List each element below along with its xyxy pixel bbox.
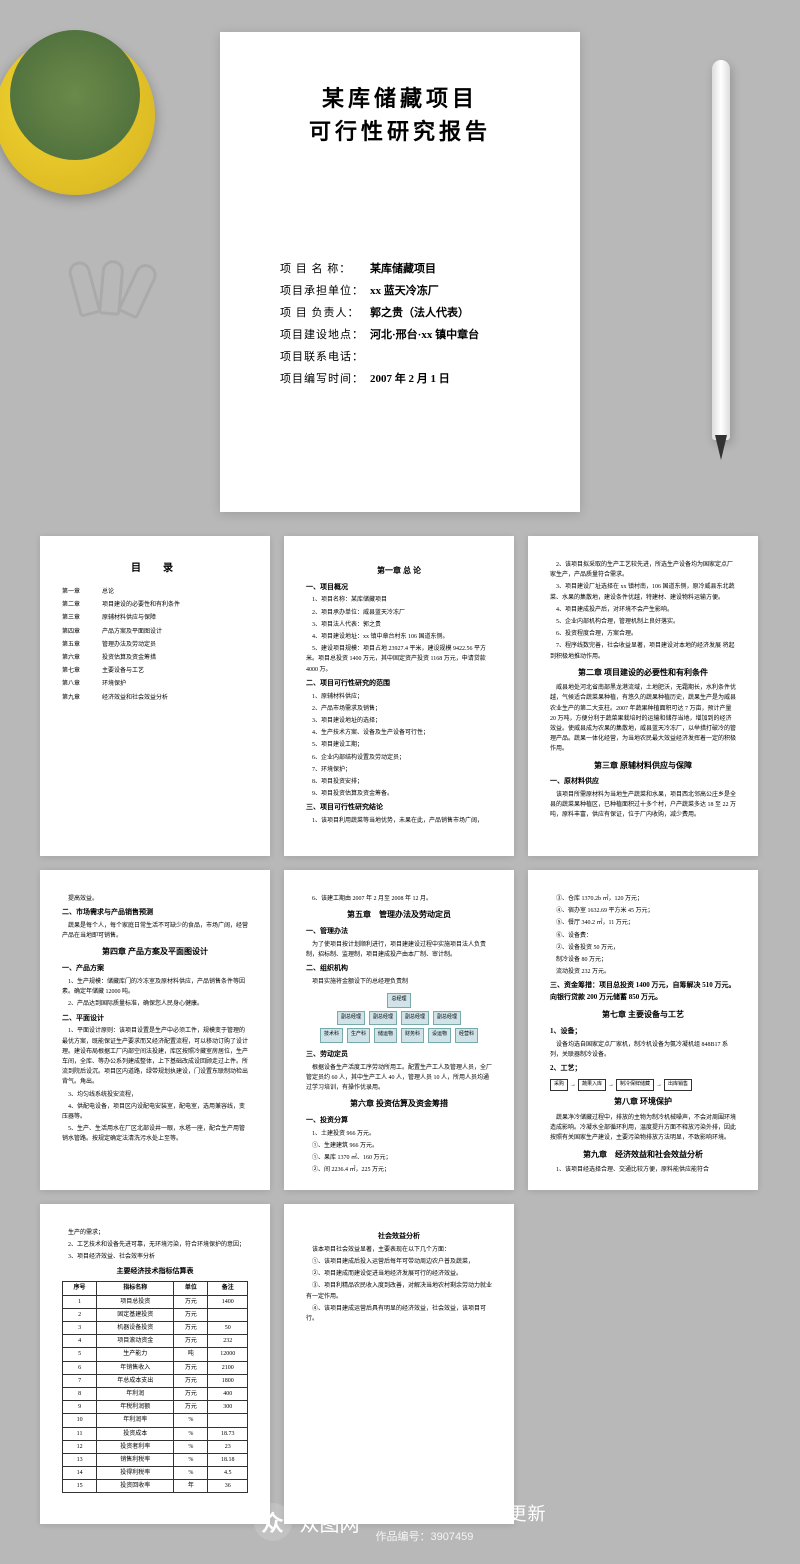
- ch2-heading: 第二章 项目建设的必要性和有利条件: [550, 666, 736, 680]
- watermark-logo: 众 众图网: [254, 1503, 360, 1541]
- table-row: 14投得利税率%4.5: [63, 1467, 248, 1480]
- org-node: 副总经理: [433, 1011, 461, 1026]
- watermark: 众 众图网 精品素材 · 每日更新 作品编号：3907459: [0, 1500, 800, 1544]
- org-node: 财务科: [401, 1028, 424, 1043]
- pen-decoration: [712, 60, 730, 440]
- ch8-heading: 第八章 环境保护: [550, 1095, 736, 1109]
- watermark-id: 作品编号：3907459: [376, 1528, 547, 1544]
- ch4-heading: 第四章 产品方案及平面图设计: [62, 945, 248, 959]
- table-row: 4项目滚动资金万元232: [63, 1335, 248, 1348]
- field-label: 项 目 负责人：: [280, 302, 370, 324]
- toc-heading: 目 录: [62, 560, 248, 577]
- page-ch5-6: 6、该建工期由 2007 年 2 月至 2008 年 12 月。 第五章 管理办…: [284, 870, 514, 1190]
- cover-page: 某库储藏项目 可行性研究报告 项 目 名 称：某库储藏项目 项目承担单位：xx …: [220, 32, 580, 512]
- org-node: 经营科: [455, 1028, 478, 1043]
- org-node: 副总经理: [401, 1011, 429, 1026]
- org-node: 生产科: [347, 1028, 370, 1043]
- org-node: 设运物: [428, 1028, 451, 1043]
- table-row: 9年税利润额万元300: [63, 1401, 248, 1414]
- field-value: 某库储藏项目: [370, 258, 436, 280]
- field-label: 项 目 名 称：: [280, 258, 370, 280]
- org-node: 总经理: [387, 993, 410, 1008]
- thumbnail-row-3: 生产的需求； 2、工艺技术和设备先进可靠，无环境污染，符合环境保护的意因； 3、…: [40, 1204, 760, 1524]
- ch1-sub1: 一、项目概况: [306, 582, 492, 594]
- page-ch2-3: 2、该项目拟采取的生产工艺较先进，所选生产设备均为国家定点厂家生产，产品质量符合…: [528, 536, 758, 856]
- field-value: 郭之贵（法人代表）: [370, 302, 469, 324]
- process-flow: 采购 → 蔬果入库 → 制冷保鲜储藏 → 出库销售: [550, 1079, 736, 1092]
- org-node: 储运物: [374, 1028, 397, 1043]
- cover-title: 某库储藏项目 可行性研究报告: [260, 82, 540, 148]
- page-ch7-9: ③、仓库 1370.2b ㎡，120 万元； ④、宿办室 1632.69 平方米…: [528, 870, 758, 1190]
- econ-table-heading: 主要经济技术指标估算表: [62, 1266, 248, 1278]
- page-toc: 目 录 第一章总论 第二章项目建设的必要性和有利条件 第三章原辅材料供应与保障 …: [40, 536, 270, 856]
- table-row: 13销售利税率%18.18: [63, 1453, 248, 1466]
- arrow-icon: →: [608, 1080, 614, 1090]
- table-row: 5生产能力吨12000: [63, 1348, 248, 1361]
- title-line-2: 可行性研究报告: [260, 115, 540, 148]
- table-row: 3机器设备投资万元50: [63, 1322, 248, 1335]
- paperclips: [80, 260, 134, 320]
- ch9-heading: 第九章 经济效益和社会效益分析: [550, 1148, 736, 1162]
- ch7-heading: 第七章 主要设备与工艺: [550, 1008, 736, 1022]
- table-row: 15投资回收率年36: [63, 1480, 248, 1493]
- page-social: 社会效益分析 该本项目社会效益显著，主要表现在以下几个方面： ①、该项目建成后投…: [284, 1204, 514, 1524]
- brand-name: 众图网: [300, 1508, 360, 1537]
- flow-node: 制冷保鲜储藏: [616, 1079, 654, 1092]
- field-label: 项目编写时间：: [280, 368, 370, 390]
- page-ch4: 提高效益。 二、市场需求与产品销售预测 蔬果是每个人，每个家庭日常生活不可缺少的…: [40, 870, 270, 1190]
- social-heading: 社会效益分析: [306, 1231, 492, 1243]
- flow-node: 采购: [550, 1079, 568, 1092]
- document-scene: 某库储藏项目 可行性研究报告 项 目 名 称：某库储藏项目 项目承担单位：xx …: [0, 0, 800, 1564]
- title-line-1: 某库储藏项目: [260, 82, 540, 115]
- ch1-heading: 第一章 总 论: [306, 564, 492, 578]
- field-value: xx 蓝天冷冻厂: [370, 280, 439, 302]
- plant-leaves: [10, 30, 140, 160]
- ch5-heading: 第五章 管理办法及劳动定员: [306, 908, 492, 922]
- table-row: 1项目总投资万元1400: [63, 1295, 248, 1308]
- ch3-heading: 第三章 原辅材料供应与保障: [550, 759, 736, 773]
- table-row: 8年利润万元400: [63, 1387, 248, 1400]
- org-chart: 总经理 副总经理 副总经理 副总经理 副总经理 技术科 生产科 储运物 财务科 …: [319, 993, 479, 1043]
- table-row: 12投资者利率%23: [63, 1440, 248, 1453]
- field-value: 河北·邢台·xx 镇中章台: [370, 324, 479, 346]
- flow-node: 蔬果入库: [578, 1079, 606, 1092]
- field-label: 项目承担单位：: [280, 280, 370, 302]
- arrow-icon: →: [656, 1080, 662, 1090]
- field-label: 项目联系电话：: [280, 346, 370, 368]
- table-row: 6年销售收入万元2100: [63, 1361, 248, 1374]
- field-label: 项目建设地点：: [280, 324, 370, 346]
- plant-decoration: [0, 20, 170, 200]
- watermark-tagline: 精品素材 · 每日更新: [376, 1500, 547, 1526]
- ch1-sub3: 三、项目可行性研究结论: [306, 802, 492, 814]
- flow-node: 出库销售: [664, 1079, 692, 1092]
- econ-table: 序号 指标名称 单位 备注 1项目总投资万元14002固定基建投资万元3机器设备…: [62, 1281, 248, 1493]
- field-value: 2007 年 2 月 1 日: [370, 368, 450, 390]
- org-node: 副总经理: [369, 1011, 397, 1026]
- thumbnail-row-2: 提高效益。 二、市场需求与产品销售预测 蔬果是每个人，每个家庭日常生活不可缺少的…: [40, 870, 760, 1190]
- arrow-icon: →: [570, 1080, 576, 1090]
- logo-icon: 众: [254, 1503, 292, 1541]
- table-header-row: 序号 指标名称 单位 备注: [63, 1282, 248, 1295]
- ch1-sub2: 二、项目可行性研究的范围: [306, 678, 492, 690]
- page-ch1: 第一章 总 论 一、项目概况 1、项目名称：某库储藏项目 2、项目承办单位：威县…: [284, 536, 514, 856]
- ch6-heading: 第六章 投资估算及资金筹措: [306, 1097, 492, 1111]
- org-node: 副总经理: [337, 1011, 365, 1026]
- org-node: 技术科: [320, 1028, 343, 1043]
- table-row: 2固定基建投资万元: [63, 1308, 248, 1321]
- table-row: 11投资成本%18.73: [63, 1427, 248, 1440]
- table-row: 10年利润率%: [63, 1414, 248, 1427]
- table-row: 7年总成本支出万元1800: [63, 1374, 248, 1387]
- page-econ-table: 生产的需求； 2、工艺技术和设备先进可靠，无环境污染，符合环境保护的意因； 3、…: [40, 1204, 270, 1524]
- thumbnail-row-1: 目 录 第一章总论 第二章项目建设的必要性和有利条件 第三章原辅材料供应与保障 …: [40, 536, 760, 856]
- cover-fields: 项 目 名 称：某库储藏项目 项目承担单位：xx 蓝天冷冻厂 项 目 负责人：郭…: [280, 258, 540, 390]
